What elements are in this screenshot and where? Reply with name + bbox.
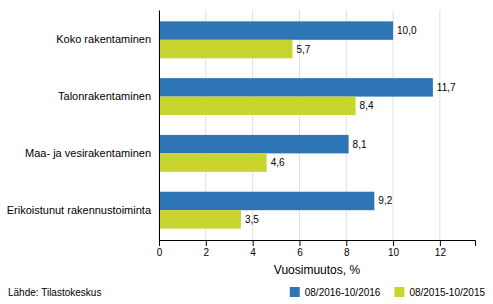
y-tick: Maa- ja vesirakentaminen <box>25 147 151 159</box>
bar <box>159 153 267 171</box>
x-tick: 0 <box>157 240 163 258</box>
y-axis-line <box>159 11 160 241</box>
x-tick: 12 <box>435 240 447 258</box>
x-tick-label: 2 <box>204 247 210 258</box>
x-tick-label: 10 <box>388 247 400 258</box>
y-tick: Talonrakentaminen <box>58 90 151 102</box>
x-tick-label: 8 <box>344 247 350 258</box>
x-tick-mark <box>299 240 300 246</box>
y-axis: Koko rakentaminen Talonrakentaminen Maa- j… <box>7 11 160 241</box>
x-axis-line <box>160 241 476 247</box>
x-axis: 0 2 4 6 8 10 12 <box>157 240 476 258</box>
legend-swatch <box>290 287 300 297</box>
grid <box>159 10 440 240</box>
grid-line <box>439 10 440 240</box>
x-tick-label: 0 <box>157 247 163 258</box>
x-tick-mark <box>206 240 207 246</box>
x-axis-title: Vuosimuutos, % <box>274 263 361 277</box>
legend-item: 08/2016-10/2016 <box>290 287 381 298</box>
x-tick: 4 <box>250 240 256 258</box>
x-tick-mark <box>346 240 347 246</box>
x-tick-mark <box>253 240 254 246</box>
y-tick: Koko rakentaminen <box>56 33 151 45</box>
y-tick: Erikoistunut rakennustoiminta <box>7 204 152 216</box>
data-label: 9,2 <box>378 195 392 206</box>
bar <box>159 78 433 96</box>
y-tick-label: Erikoistunut rakennustoiminta <box>7 204 152 216</box>
x-tick: 10 <box>388 240 400 258</box>
x-tick-mark <box>159 240 160 246</box>
footnote: Lähde: Tilastokeskus <box>8 287 101 298</box>
x-tick-mark <box>440 240 441 246</box>
y-tick-label: Maa- ja vesirakentaminen <box>25 147 151 159</box>
x-tick: 8 <box>344 240 350 258</box>
legend-label: 08/2016-10/2016 <box>305 287 381 298</box>
x-tick-mark <box>393 240 394 246</box>
x-tick-label: 12 <box>435 247 447 258</box>
data-label: 5,7 <box>296 44 310 55</box>
bars <box>159 21 433 228</box>
x-tick: 2 <box>204 240 210 258</box>
legend-item: 08/2015-10/2015 <box>394 287 485 298</box>
data-label: 8,4 <box>360 100 374 111</box>
y-tick-label: Koko rakentaminen <box>56 33 151 45</box>
data-label: 4,6 <box>271 157 285 168</box>
plot: 9,2 8,1 11,7 10,0 3,5 4,6 8,4 5,7 0 2 4 6 8 10 12 Koko … <box>7 10 476 258</box>
data-label: 10,0 <box>397 25 417 36</box>
x-tick-label: 4 <box>250 247 256 258</box>
data-label: 11,7 <box>437 82 456 93</box>
grid-line <box>393 10 394 240</box>
bar <box>159 40 292 58</box>
data-labels: 9,2 8,1 11,7 10,0 3,5 4,6 8,4 5,7 <box>245 25 456 225</box>
y-tick-label: Talonrakentaminen <box>58 90 151 102</box>
legend-swatch <box>394 287 404 297</box>
bar <box>159 210 241 228</box>
chart: 9,2 8,1 11,7 10,0 3,5 4,6 8,4 5,7 0 2 4 6 8 10 12 Koko … <box>0 0 493 304</box>
bar <box>159 192 374 210</box>
bar <box>159 21 393 39</box>
bar <box>159 97 356 115</box>
bar <box>159 135 349 153</box>
data-label: 3,5 <box>245 214 259 225</box>
x-tick: 6 <box>297 240 303 258</box>
data-label: 8,1 <box>353 139 367 150</box>
legend: 08/2016-10/2016 08/2015-10/2015 <box>290 287 486 298</box>
legend-label: 08/2015-10/2015 <box>409 287 485 298</box>
x-tick-label: 6 <box>297 247 303 258</box>
grid-line <box>159 10 160 240</box>
